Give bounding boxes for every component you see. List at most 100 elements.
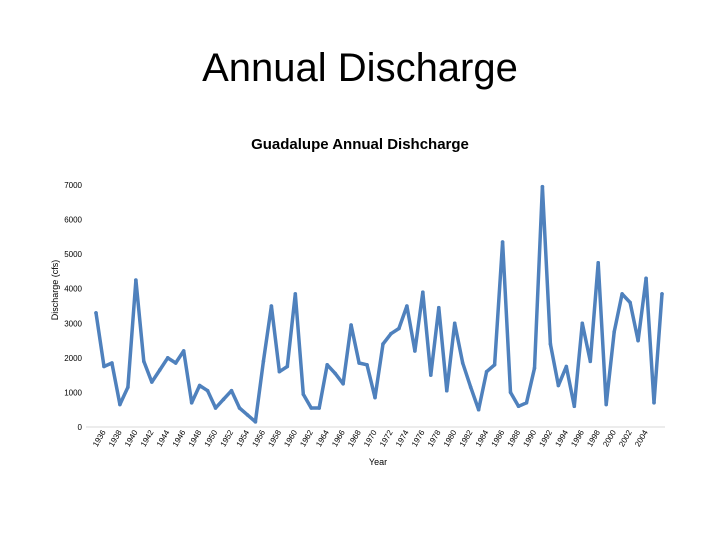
- data-point: [556, 383, 561, 388]
- x-tick-label: 1956: [250, 428, 267, 448]
- data-point: [612, 330, 616, 334]
- data-point: [181, 349, 186, 353]
- data-point: [405, 304, 409, 308]
- data-point: [293, 292, 298, 296]
- data-point: [484, 369, 489, 374]
- data-point: [301, 392, 306, 396]
- data-point: [652, 401, 656, 405]
- data-point: [413, 349, 417, 353]
- x-tick-label: 1942: [139, 428, 156, 448]
- data-point: [476, 407, 481, 412]
- data-point: [365, 362, 369, 367]
- x-tick-label: 1964: [314, 428, 331, 448]
- data-point: [580, 321, 585, 326]
- y-tick-label: 4000: [64, 285, 82, 294]
- data-point: [524, 401, 529, 405]
- slide-title: Annual Discharge: [202, 46, 518, 90]
- data-point: [269, 304, 274, 308]
- data-point: [397, 326, 401, 331]
- x-tick-label: 1944: [155, 428, 172, 448]
- x-tick-label: 2000: [601, 428, 618, 448]
- x-tick-label: 1992: [537, 428, 554, 448]
- data-point: [548, 342, 553, 346]
- x-tick-label: 1982: [458, 428, 475, 448]
- x-tick-label: 1940: [123, 428, 140, 448]
- x-tick-label: 1976: [410, 428, 427, 448]
- x-tick-label: 1966: [330, 428, 347, 448]
- x-axis-label: Year: [369, 457, 387, 467]
- x-tick-label: 1968: [346, 428, 363, 448]
- x-tick-label: 1936: [91, 428, 108, 448]
- x-tick-label: 1994: [553, 428, 570, 448]
- data-point: [460, 361, 465, 365]
- discharge-series-line: [94, 184, 664, 424]
- x-tick-label: 1960: [282, 428, 299, 448]
- data-point: [237, 406, 242, 410]
- data-point: [245, 413, 250, 417]
- x-tick-label: 1978: [426, 428, 443, 448]
- data-point: [253, 420, 258, 424]
- data-point: [381, 342, 385, 346]
- data-point: [341, 381, 345, 386]
- data-point: [285, 364, 290, 369]
- data-point: [596, 260, 601, 265]
- data-point: [102, 364, 106, 369]
- data-point: [572, 404, 577, 409]
- data-point: [150, 380, 154, 384]
- data-point: [604, 402, 608, 407]
- x-tick-label: 1988: [506, 428, 523, 448]
- data-point: [636, 338, 640, 343]
- data-point: [173, 361, 178, 365]
- data-point: [277, 369, 282, 374]
- data-point: [452, 321, 457, 326]
- y-tick-label: 7000: [64, 181, 82, 190]
- data-point: [333, 371, 337, 376]
- data-point: [421, 290, 425, 294]
- y-tick-label: 3000: [64, 319, 82, 328]
- y-tick-label: 0: [78, 423, 83, 432]
- y-tick-label: 6000: [64, 216, 82, 225]
- y-tick-label: 1000: [64, 388, 82, 397]
- data-point: [229, 388, 234, 393]
- data-point: [126, 385, 130, 390]
- data-point: [564, 364, 569, 369]
- data-point: [325, 362, 329, 367]
- x-tick-label: 1952: [219, 428, 236, 448]
- x-tick-label: 1962: [298, 428, 315, 448]
- data-point: [309, 406, 314, 410]
- data-point: [205, 388, 210, 393]
- data-point: [213, 406, 218, 410]
- x-tick-label: 1996: [569, 428, 586, 448]
- x-tick-label: 2002: [617, 428, 634, 448]
- data-point: [620, 292, 624, 296]
- data-point: [429, 373, 433, 377]
- x-tick-label: 1954: [235, 428, 252, 448]
- x-tick-label: 1972: [378, 428, 395, 448]
- x-tick-label: 1974: [394, 428, 411, 448]
- data-point: [165, 356, 170, 360]
- data-point: [261, 359, 266, 364]
- data-point: [389, 331, 393, 336]
- data-point: [221, 397, 226, 402]
- x-tick-label: 1950: [203, 428, 220, 448]
- data-point: [142, 359, 146, 364]
- data-point: [444, 388, 449, 393]
- x-tick-label: 1938: [107, 428, 124, 448]
- data-point: [317, 406, 322, 410]
- data-point: [500, 240, 505, 244]
- y-axis-label: Discharge (cfs): [50, 260, 60, 321]
- x-tick-label: 2004: [633, 428, 650, 448]
- data-point: [157, 368, 162, 372]
- data-point: [110, 361, 114, 365]
- x-tick-label: 1998: [585, 428, 602, 448]
- data-point: [540, 184, 545, 189]
- x-tick-label: 1980: [442, 428, 459, 448]
- data-point: [197, 383, 202, 388]
- data-point: [492, 362, 497, 367]
- data-point: [94, 311, 98, 315]
- data-point: [349, 323, 353, 327]
- x-tick-label: 1946: [171, 428, 188, 448]
- data-point: [189, 401, 194, 405]
- data-point: [532, 366, 537, 371]
